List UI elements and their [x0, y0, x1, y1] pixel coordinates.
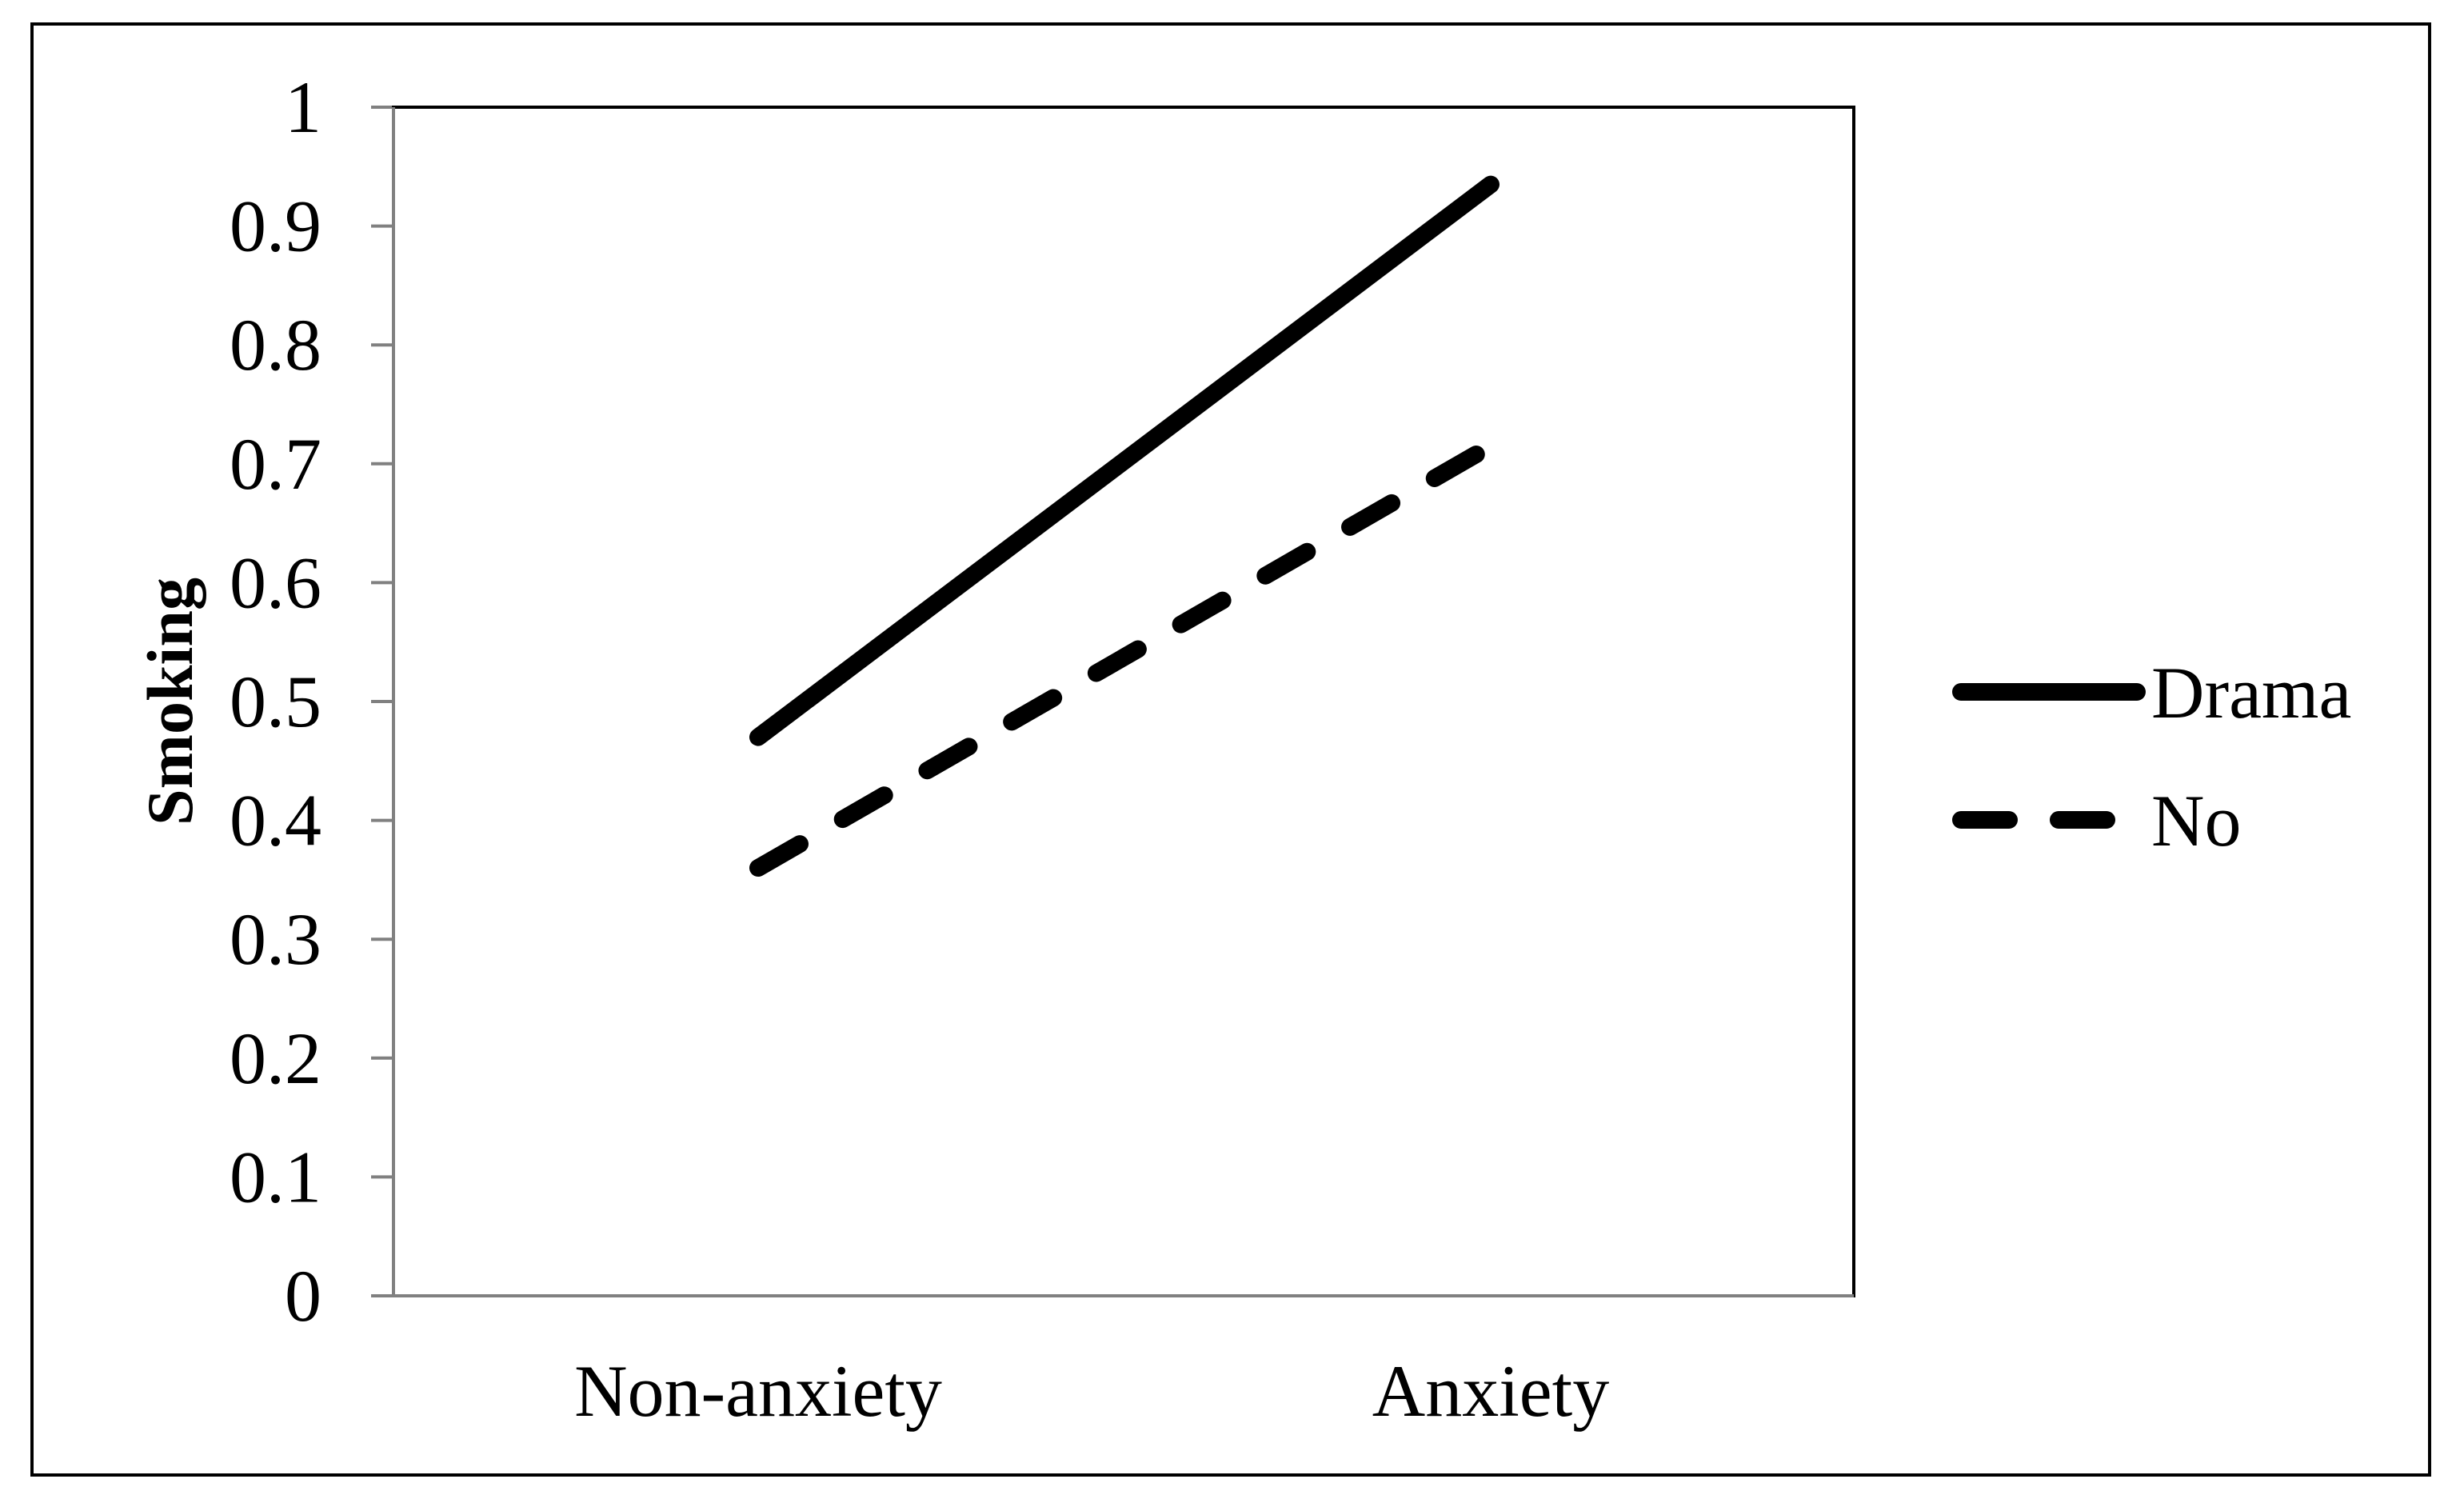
- y-axis-ticks: [371, 106, 393, 1297]
- chart-frame: [30, 22, 2431, 1477]
- y-tick-label: 0.3: [230, 898, 321, 980]
- x-tick-label: Non-anxiety: [574, 1350, 942, 1432]
- series-line-no: [749, 437, 1500, 877]
- y-axis-tick-labels: 0 0.1 0.2 0.3 0.4 0.5 0.6 0.7 0.8 0.9 1: [230, 66, 321, 1337]
- legend-label-drama: Drama: [2151, 652, 2351, 734]
- y-tick-label: 0: [285, 1255, 321, 1337]
- y-tick-label: 0.6: [230, 542, 321, 623]
- legend-label-no: No: [2151, 780, 2241, 861]
- y-tick-label: 1: [285, 66, 321, 148]
- legend: Drama No: [1952, 652, 2351, 861]
- series-line-drama: [749, 175, 1500, 746]
- y-tick-label: 0.2: [230, 1017, 321, 1099]
- y-tick-label: 0.8: [230, 304, 321, 386]
- y-tick-label: 0.4: [230, 780, 321, 861]
- y-tick-label: 0.1: [230, 1136, 321, 1217]
- x-tick-label: Anxiety: [1372, 1350, 1609, 1432]
- y-axis-title: Smoking: [134, 578, 206, 825]
- series-layer: [749, 175, 1500, 877]
- x-axis-tick-labels: Non-anxiety Anxiety: [574, 1350, 1609, 1432]
- y-tick-label: 0.5: [230, 661, 321, 742]
- y-tick-label: 0.7: [230, 423, 321, 505]
- plot-area: [392, 106, 1855, 1297]
- y-tick-label: 0.9: [230, 186, 321, 267]
